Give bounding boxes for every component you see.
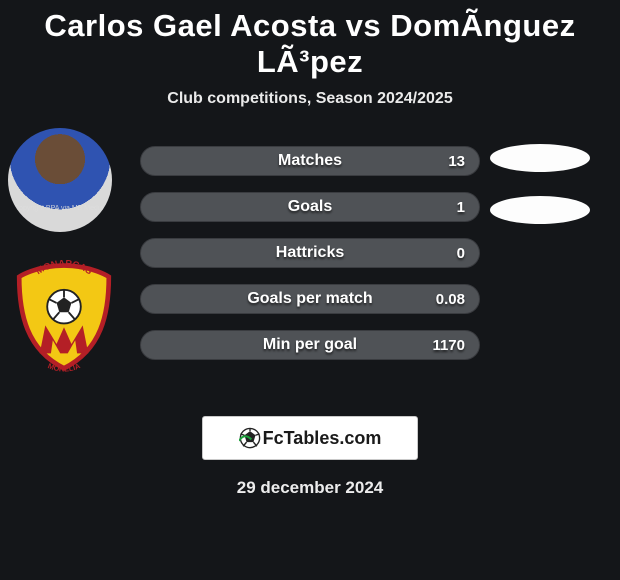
badge-m: [40, 325, 89, 353]
stat-row: Hattricks 0: [140, 238, 480, 268]
opponent-stat-blob: [490, 144, 590, 172]
page-title: Carlos Gael Acosta vs DomÃ­nguez LÃ³pez: [0, 0, 620, 80]
stat-value: 13: [448, 153, 465, 170]
fctables-watermark: FcTables.com: [202, 416, 418, 460]
stat-value: 0: [457, 245, 465, 262]
stat-label: Goals: [288, 198, 332, 216]
stat-row: Goals 1: [140, 192, 480, 222]
comparison-panel: Copyright BPA via MB Media MONARCAS MORE…: [0, 136, 620, 396]
stat-label: Min per goal: [263, 336, 357, 354]
stat-value: 0.08: [436, 291, 465, 308]
stat-label: Hattricks: [276, 244, 344, 262]
date-text: 29 december 2024: [0, 478, 620, 498]
club-badge: MONARCAS MORELIA: [8, 260, 120, 372]
left-column: Copyright BPA via MB Media MONARCAS MORE…: [8, 128, 128, 372]
stat-value: 1170: [432, 337, 465, 354]
player-photo: Copyright BPA via MB Media: [8, 128, 112, 232]
photo-credit: Copyright BPA via MB Media: [14, 205, 103, 212]
right-blobs: [490, 144, 610, 248]
stat-bars: Matches 13 Goals 1 Hattricks 0 Goals per match…: [140, 146, 480, 376]
stat-row: Min per goal 1170: [140, 330, 480, 360]
stat-label: Matches: [278, 152, 342, 170]
stat-label: Goals per match: [247, 290, 372, 308]
page-subtitle: Club competitions, Season 2024/2025: [0, 90, 620, 108]
fctables-text: FcTables.com: [263, 428, 382, 449]
stat-row: Goals per match 0.08: [140, 284, 480, 314]
stat-value: 1: [457, 199, 465, 216]
opponent-stat-blob: [490, 196, 590, 224]
stat-row: Matches 13: [140, 146, 480, 176]
fctables-icon: [239, 427, 261, 449]
